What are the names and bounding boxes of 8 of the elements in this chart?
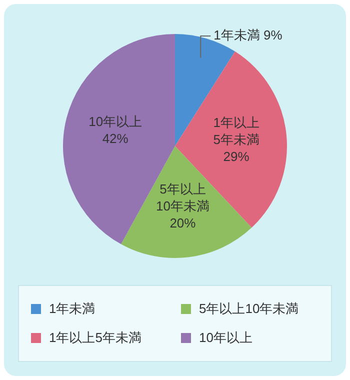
data-label: 5年以上 10年未満 20% — [156, 182, 210, 231]
legend-label: 1年未満 — [49, 300, 96, 318]
legend-label: 10年以上 — [199, 329, 252, 348]
legend-label: 5年以上10年未満 — [199, 300, 299, 318]
data-label: 1年未満 9% — [214, 28, 283, 43]
legend-label: 1年以上5年未満 — [49, 329, 142, 348]
data-label: 1年以上 5年未満 29% — [213, 114, 260, 164]
data-label: 10年以上 42% — [88, 114, 142, 146]
